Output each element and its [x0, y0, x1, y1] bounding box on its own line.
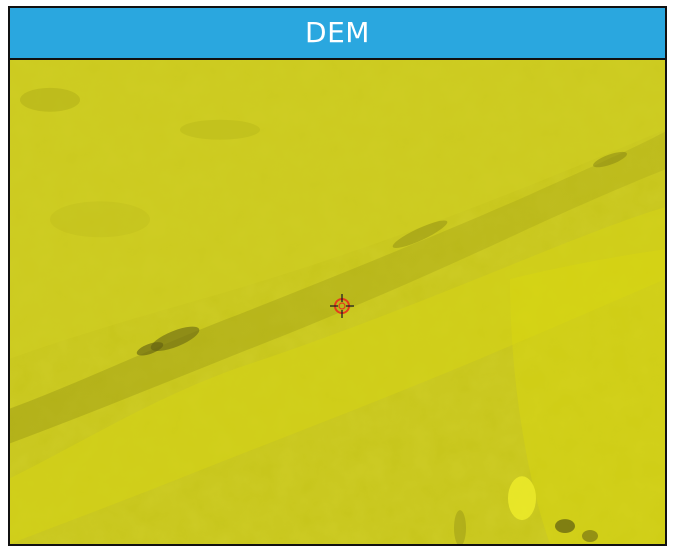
panel-title-bar: DEM: [10, 8, 665, 60]
panel-title: DEM: [305, 16, 370, 49]
crosshair-target-icon[interactable]: [330, 294, 354, 318]
dem-map-view[interactable]: [10, 60, 665, 544]
dem-panel: DEM: [8, 6, 667, 546]
